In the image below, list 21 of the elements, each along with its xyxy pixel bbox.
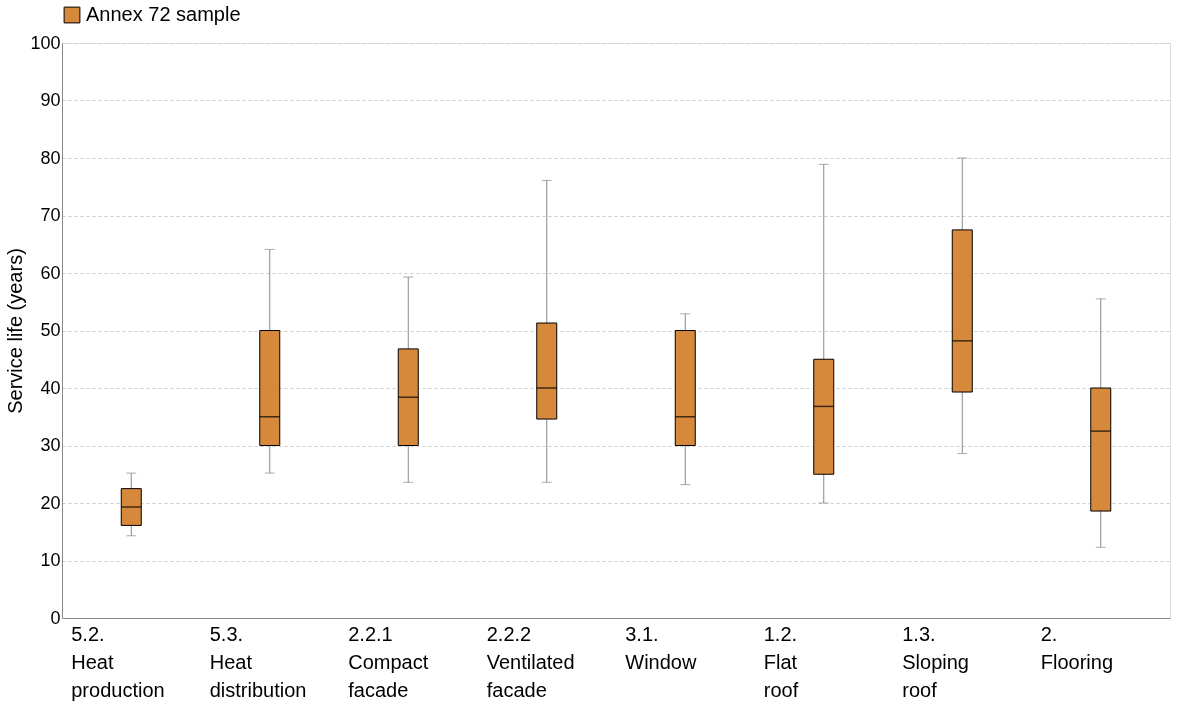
x-tick-label: 1.3. Sloping roof bbox=[902, 622, 969, 701]
y-tick-label: 40 bbox=[40, 377, 61, 398]
y-tick-label: 30 bbox=[40, 435, 61, 455]
y-tick-label: 0 bbox=[50, 607, 61, 628]
y-tick-label: 10 bbox=[40, 550, 61, 570]
x-tick-label: 5.3. Heat distribution bbox=[209, 622, 307, 701]
y-tick-label: 50 bbox=[40, 320, 61, 340]
x-tick-label: 5.2. Heat production bbox=[71, 622, 165, 701]
y-tick-label: 60 bbox=[40, 262, 61, 283]
x-tick-label: 3.1. Window bbox=[625, 622, 697, 673]
legend-label: Annex 72 sample bbox=[86, 3, 241, 25]
y-axis-title: Service life (years) bbox=[4, 248, 27, 414]
x-tick-label: 1.2. Flat roof bbox=[763, 622, 799, 701]
y-tick-label: 80 bbox=[40, 147, 61, 168]
x-tick-label: 2.2.2 Ventilated facade bbox=[486, 622, 575, 701]
y-tick-label: 90 bbox=[40, 90, 61, 110]
x-tick-label: 2.2.1 Compact facade bbox=[348, 622, 429, 701]
y-tick-label: 100 bbox=[30, 32, 61, 53]
x-tick-label: 2. Flooring bbox=[1040, 622, 1114, 673]
y-tick-label: 20 bbox=[40, 492, 61, 513]
y-tick-label: 70 bbox=[40, 205, 61, 225]
